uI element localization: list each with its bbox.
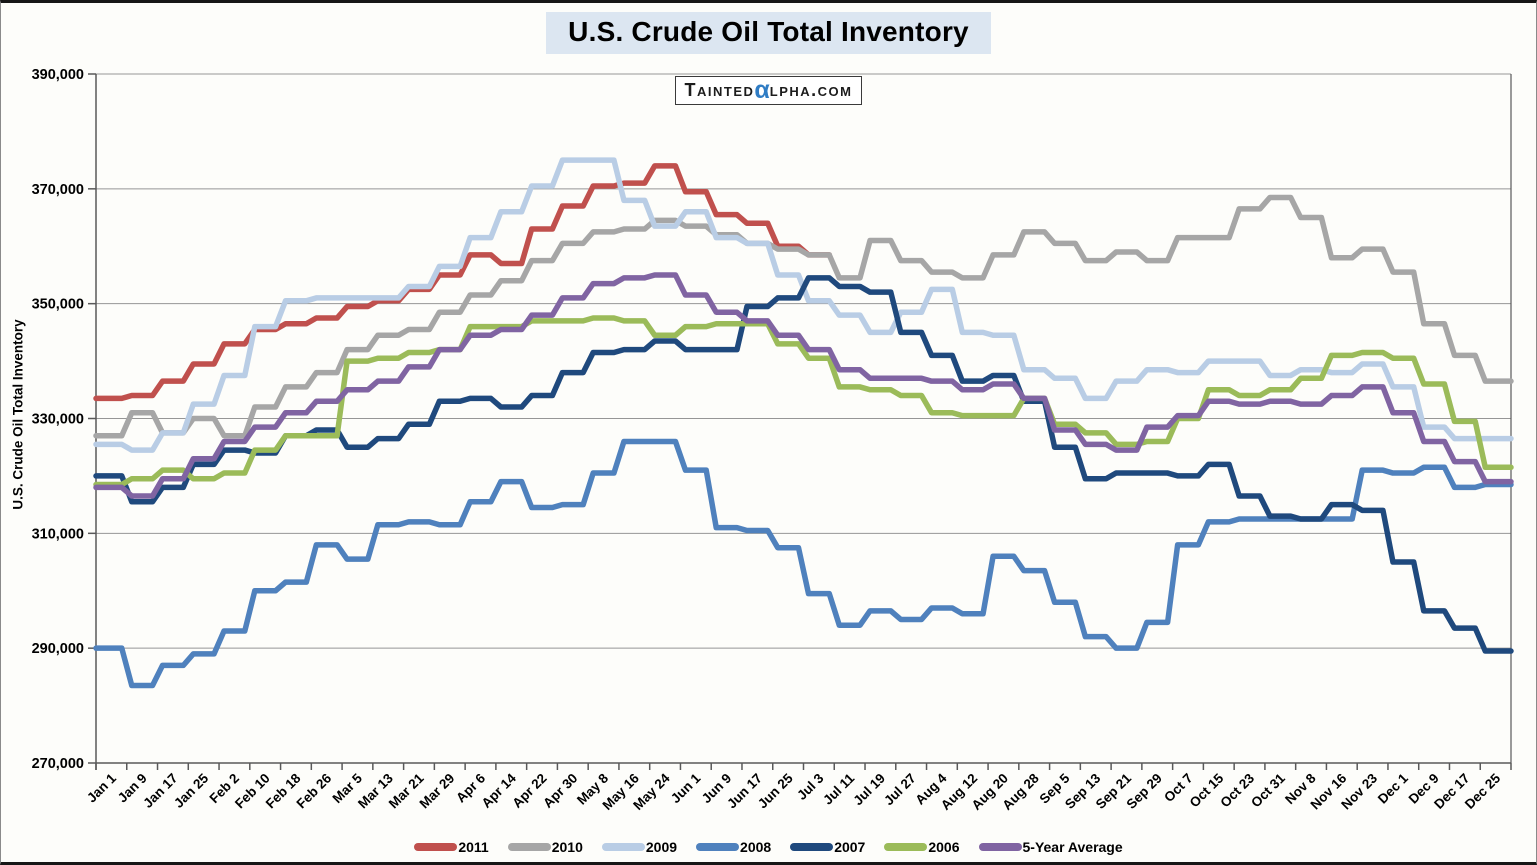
chart-title: U.S. Crude Oil Total Inventory (546, 12, 991, 54)
x-tick-label: Jul 11 (820, 770, 857, 807)
logo-alpha-glyph: α (754, 76, 770, 104)
series-line-2007 (93, 275, 1514, 654)
legend-label: 2006 (928, 839, 960, 855)
y-tick-label: 330,000 (32, 412, 84, 428)
legend-swatch-2008 (696, 843, 740, 851)
x-tick-label: Jul 19 (850, 771, 888, 809)
x-tick-label: Jun 1 (668, 770, 704, 806)
legend-label: 2009 (645, 839, 678, 855)
series-line-2008 (93, 438, 1514, 689)
legend-item-2007: 2007 (790, 839, 865, 855)
legend-label: 2008 (740, 839, 772, 855)
x-tick-label: Jun 25 (755, 770, 796, 811)
series-line-2010 (93, 194, 1514, 439)
legend-swatch-5-Year Average (978, 843, 1022, 851)
inventory-line-chart: 390,000 370,000 350,000 330,000 310,000 290,0… (32, 67, 1514, 813)
x-tick-label: Jan 25 (171, 770, 212, 811)
x-tick-label: Feb 26 (294, 770, 335, 811)
y-tick-label: 290,000 (32, 641, 84, 657)
chart-title-wrap: U.S. Crude Oil Total Inventory (1, 12, 1536, 54)
y-tick-label: 350,000 (32, 297, 84, 313)
legend-item-2009: 2009 (601, 839, 678, 855)
x-tick-label: Mar 29 (417, 771, 458, 812)
x-tick-label: Jan 1 (84, 770, 119, 805)
y-tick-label: 370,000 (32, 182, 84, 198)
x-tick-label: Jul 27 (881, 771, 919, 809)
series-line-2011 (93, 163, 833, 402)
legend-item-2008: 2008 (696, 839, 771, 855)
logo-text-before: Tainted (684, 80, 755, 100)
legend-item-5-Year Average: 5-Year Average (978, 839, 1123, 855)
legend-swatch-2006 (884, 843, 928, 851)
y-tick-label: 270,000 (32, 756, 84, 772)
logo-text-after: lpha.com (769, 80, 853, 100)
legend-swatch-2007 (790, 843, 834, 851)
legend-label: 2011 (458, 839, 489, 855)
legend-label: 2010 (551, 839, 583, 855)
x-tick-label: Apr 30 (540, 771, 580, 811)
legend-item-2011: 2011 (414, 839, 489, 855)
legend-item-2010: 2010 (507, 839, 583, 855)
legend-label: 5-Year Average (1022, 839, 1123, 855)
legend-item-2006: 2006 (884, 839, 960, 855)
x-tick-label: Dec 1 (1375, 770, 1411, 806)
series-line-5-Year Average (93, 272, 1514, 499)
legend-swatch-2011 (414, 843, 458, 851)
logo-wrap: Taintedαlpha.com (1, 76, 1536, 105)
y-axis-title: U.S. Crude Oil Total Inventory (10, 319, 26, 510)
x-tick-label: Oct 31 (1248, 770, 1288, 810)
series-line-2006 (93, 315, 1514, 488)
legend-label: 2007 (834, 839, 866, 855)
y-tick-label: 390,000 (32, 67, 84, 83)
taintedalpha-logo: Taintedαlpha.com (674, 76, 863, 105)
chart-legend: 2011 2010 2009 2008 2007 2006 5-Year Average (1, 834, 1536, 860)
legend-swatch-2010 (507, 843, 551, 851)
legend-swatch-2009 (601, 843, 645, 851)
y-tick-label: 310,000 (32, 526, 84, 542)
x-tick-label: Dec 25 (1462, 770, 1504, 812)
